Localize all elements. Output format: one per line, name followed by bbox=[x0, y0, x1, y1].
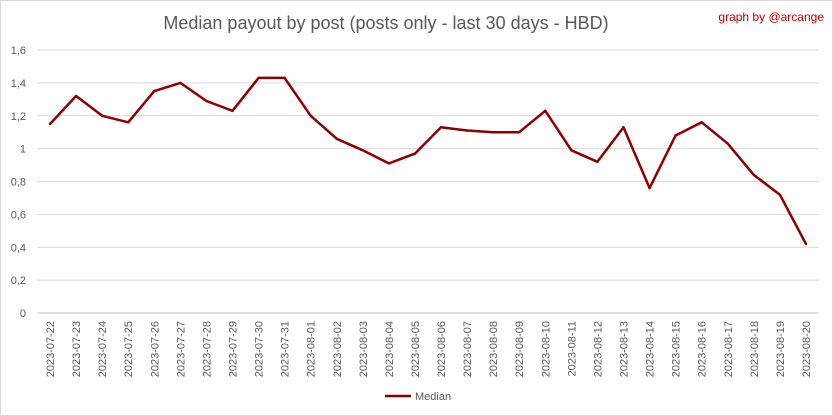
x-tick-label: 2023-08-01 bbox=[306, 321, 318, 377]
y-tick-label: 0,2 bbox=[11, 275, 26, 287]
x-tick-label: 2023-07-22 bbox=[45, 321, 57, 377]
x-tick-label: 2023-08-16 bbox=[697, 321, 709, 377]
y-tick-label: 1 bbox=[20, 144, 26, 156]
data-point bbox=[413, 152, 417, 155]
data-point bbox=[205, 99, 208, 103]
x-tick-label: 2023-07-26 bbox=[149, 321, 161, 377]
data-point bbox=[596, 160, 599, 163]
x-tick-label: 2023-08-03 bbox=[358, 321, 370, 377]
x-tick-label: 2023-08-07 bbox=[462, 321, 474, 377]
legend: Median bbox=[385, 391, 451, 403]
data-point bbox=[544, 109, 547, 113]
x-tick-label: 2023-08-02 bbox=[332, 321, 344, 377]
y-tick-label: 1,2 bbox=[11, 111, 26, 123]
data-point bbox=[518, 131, 521, 134]
data-point bbox=[309, 114, 312, 118]
y-tick-label: 0,8 bbox=[11, 177, 26, 189]
data-point bbox=[778, 193, 782, 196]
data-point bbox=[492, 131, 495, 134]
x-tick-label: 2023-07-28 bbox=[201, 321, 213, 377]
x-tick-label: 2023-08-15 bbox=[671, 321, 683, 377]
data-point bbox=[74, 94, 78, 98]
y-tick-label: 1,4 bbox=[11, 78, 26, 90]
data-point bbox=[335, 137, 338, 140]
data-point bbox=[179, 81, 182, 85]
data-point bbox=[726, 142, 729, 145]
series-line-median bbox=[49, 76, 808, 245]
x-tick-label: 2023-08-18 bbox=[749, 321, 761, 377]
data-point bbox=[387, 162, 391, 165]
x-tick-label: 2023-08-14 bbox=[645, 321, 657, 377]
data-point bbox=[700, 121, 703, 124]
data-point bbox=[804, 242, 808, 246]
data-point bbox=[283, 76, 286, 80]
legend-label-median: Median bbox=[415, 391, 451, 403]
x-tick-label: 2023-08-05 bbox=[410, 321, 422, 377]
x-tick-label: 2023-07-31 bbox=[280, 321, 292, 377]
y-axis-tick-labels: 0 0,2 0,4 0,6 0,8 1 1,2 1,4 1,6 bbox=[11, 45, 26, 320]
x-tick-label: 2023-08-11 bbox=[566, 321, 578, 376]
data-point bbox=[48, 122, 52, 126]
series-layer bbox=[48, 76, 808, 246]
data-point bbox=[570, 149, 573, 152]
data-point bbox=[101, 114, 104, 118]
data-point bbox=[153, 89, 156, 93]
x-tick-label: 2023-07-29 bbox=[228, 321, 240, 377]
data-point bbox=[674, 134, 677, 137]
data-point bbox=[361, 149, 364, 152]
data-point bbox=[752, 173, 755, 177]
y-tick-label: 0 bbox=[20, 308, 26, 320]
x-tick-label: 2023-08-12 bbox=[592, 321, 604, 377]
data-point bbox=[439, 126, 443, 129]
x-tick-label: 2023-07-30 bbox=[254, 321, 266, 377]
x-tick-label: 2023-07-24 bbox=[97, 321, 109, 377]
x-tick-label: 2023-08-04 bbox=[384, 321, 396, 377]
y-tick-label: 0,4 bbox=[11, 242, 26, 254]
x-tick-label: 2023-07-23 bbox=[71, 321, 83, 377]
chart-title: Median payout by post (posts only - last… bbox=[163, 13, 608, 33]
x-tick-label: 2023-08-20 bbox=[801, 321, 813, 377]
data-point bbox=[622, 126, 625, 129]
x-tick-label: 2023-07-25 bbox=[123, 321, 135, 377]
y-tick-label: 0,6 bbox=[11, 209, 26, 221]
y-tick-label: 1,6 bbox=[11, 45, 26, 57]
x-tick-label: 2023-07-27 bbox=[175, 321, 187, 377]
x-tick-label: 2023-08-19 bbox=[775, 321, 787, 377]
x-tick-label: 2023-08-17 bbox=[723, 321, 735, 377]
x-tick-label: 2023-08-10 bbox=[540, 321, 552, 377]
x-tick-label: 2023-08-09 bbox=[514, 321, 526, 377]
chart-credit: graph by @arcange bbox=[718, 10, 824, 24]
data-point bbox=[231, 109, 234, 113]
gridlines bbox=[37, 49, 819, 314]
data-point bbox=[648, 186, 651, 190]
data-point bbox=[465, 129, 469, 132]
x-tick-label: 2023-08-13 bbox=[619, 321, 631, 377]
data-point bbox=[127, 121, 130, 124]
x-tick-label: 2023-08-08 bbox=[488, 321, 500, 377]
data-point bbox=[257, 76, 260, 80]
x-tick-label: 2023-08-06 bbox=[436, 321, 448, 377]
x-axis-tick-labels: 2023-07-22 2023-07-23 2023-07-24 2023-07-25… bbox=[45, 321, 813, 377]
